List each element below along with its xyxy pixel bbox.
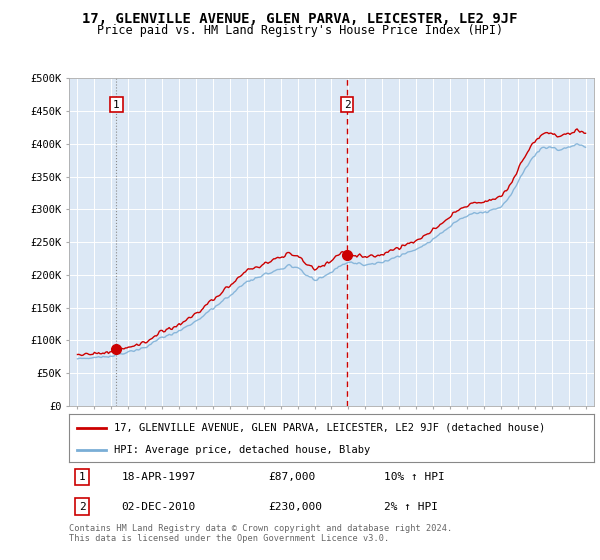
- Text: 02-DEC-2010: 02-DEC-2010: [121, 502, 196, 512]
- Text: 1: 1: [79, 472, 86, 482]
- Text: £230,000: £230,000: [269, 502, 323, 512]
- Text: 17, GLENVILLE AVENUE, GLEN PARVA, LEICESTER, LE2 9JF: 17, GLENVILLE AVENUE, GLEN PARVA, LEICES…: [82, 12, 518, 26]
- Text: 1: 1: [113, 100, 120, 110]
- Text: 2: 2: [79, 502, 86, 512]
- Text: £87,000: £87,000: [269, 472, 316, 482]
- Text: 18-APR-1997: 18-APR-1997: [121, 472, 196, 482]
- Text: Contains HM Land Registry data © Crown copyright and database right 2024.
This d: Contains HM Land Registry data © Crown c…: [69, 524, 452, 543]
- Text: Price paid vs. HM Land Registry's House Price Index (HPI): Price paid vs. HM Land Registry's House …: [97, 24, 503, 36]
- Text: 2: 2: [344, 100, 350, 110]
- Text: 10% ↑ HPI: 10% ↑ HPI: [384, 472, 445, 482]
- Text: 17, GLENVILLE AVENUE, GLEN PARVA, LEICESTER, LE2 9JF (detached house): 17, GLENVILLE AVENUE, GLEN PARVA, LEICES…: [113, 423, 545, 433]
- Text: 2% ↑ HPI: 2% ↑ HPI: [384, 502, 438, 512]
- Text: HPI: Average price, detached house, Blaby: HPI: Average price, detached house, Blab…: [113, 445, 370, 455]
